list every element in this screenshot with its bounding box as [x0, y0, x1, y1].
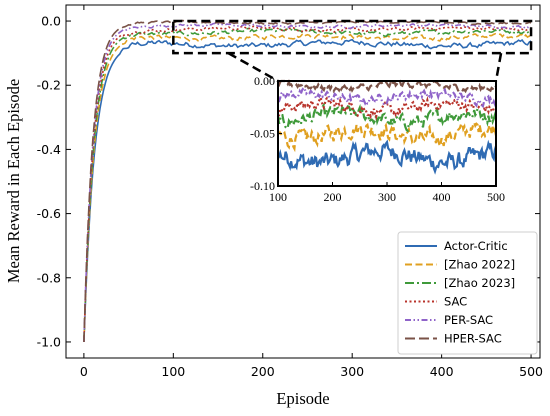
inset-line-zhao-2023	[276, 102, 498, 133]
x-tick-label: 200	[251, 364, 275, 379]
legend: Actor-Critic [Zhao 2022] [Zhao 2023] SAC PER…	[397, 231, 538, 355]
legend-label: SAC	[444, 295, 467, 309]
inset-line-hper-sac	[277, 79, 497, 94]
y-tick-label: -0.6	[37, 206, 61, 221]
inset-x-tick-label: 100	[269, 190, 287, 204]
y-tick-label: -0.8	[37, 270, 61, 285]
inset-plot: 100 200 300 400 500 0.00 -0.05 -0.10	[250, 74, 505, 204]
inset-y-tick-label: -0.05	[250, 127, 275, 141]
x-tick-label: 100	[161, 364, 185, 379]
inset-x-tick-label: 200	[324, 190, 342, 204]
main-y-ticks: -1.0 -0.8 -0.6 -0.4 -0.2 0.0	[37, 14, 540, 349]
inset-series-lines	[276, 79, 498, 175]
main-axes-frame	[65, 4, 541, 359]
series-line-zhao-2022	[83, 32, 532, 343]
series-line-sac	[83, 25, 532, 343]
inset-line-per-sac	[277, 86, 498, 109]
inset-background	[278, 81, 496, 186]
legend-label: HPER-SAC	[444, 332, 502, 346]
legend-label: Actor-Critic	[444, 239, 508, 253]
series-line-actor-critic	[83, 38, 532, 343]
main-x-ticks: 0 100 200 300 400 500	[80, 5, 543, 379]
inset-line-actor-critic	[277, 139, 498, 175]
zoom-connector-right	[494, 52, 503, 82]
inset-y-tick-label: -0.10	[250, 179, 275, 193]
main-plot: 0 100 200 300 400 500 -1.0 -0.8 -0.6 -0.4 -0.2 0.0	[37, 4, 543, 379]
legend-label: PER-SAC	[444, 313, 493, 327]
inset-x-tick-label: 300	[378, 190, 396, 204]
zoom-connector-left	[227, 52, 279, 83]
x-tick-label: 500	[519, 364, 543, 379]
x-tick-label: 0	[80, 364, 88, 379]
y-axis-title: Mean Reward in Each Episode	[4, 79, 23, 283]
x-tick-label: 300	[340, 364, 364, 379]
y-tick-label: 0.0	[41, 14, 61, 29]
x-axis-title: Episode	[276, 389, 329, 408]
zoom-region-box	[172, 19, 533, 55]
inset-y-tick-label: 0.00	[254, 74, 275, 88]
inset-x-tick-label: 500	[487, 190, 505, 204]
inset-x-tick-label: 400	[433, 190, 451, 204]
series-line-per-sac	[83, 22, 532, 343]
x-tick-label: 400	[430, 364, 454, 379]
inset-line-zhao-2022	[276, 119, 498, 153]
y-tick-label: -0.4	[37, 142, 61, 157]
legend-label: [Zhao 2022]	[444, 258, 515, 272]
legend-frame	[397, 231, 538, 355]
main-series-lines	[83, 19, 532, 343]
legend-label: [Zhao 2023]	[444, 276, 515, 290]
inset-ticks: 100 200 300 400 500 0.00 -0.05 -0.10	[250, 74, 505, 204]
y-tick-label: -1.0	[37, 334, 61, 349]
legend-items: Actor-Critic [Zhao 2022] [Zhao 2023] SAC PER…	[405, 239, 515, 346]
y-tick-label: -0.2	[37, 78, 61, 93]
series-line-zhao-2023	[83, 27, 532, 343]
